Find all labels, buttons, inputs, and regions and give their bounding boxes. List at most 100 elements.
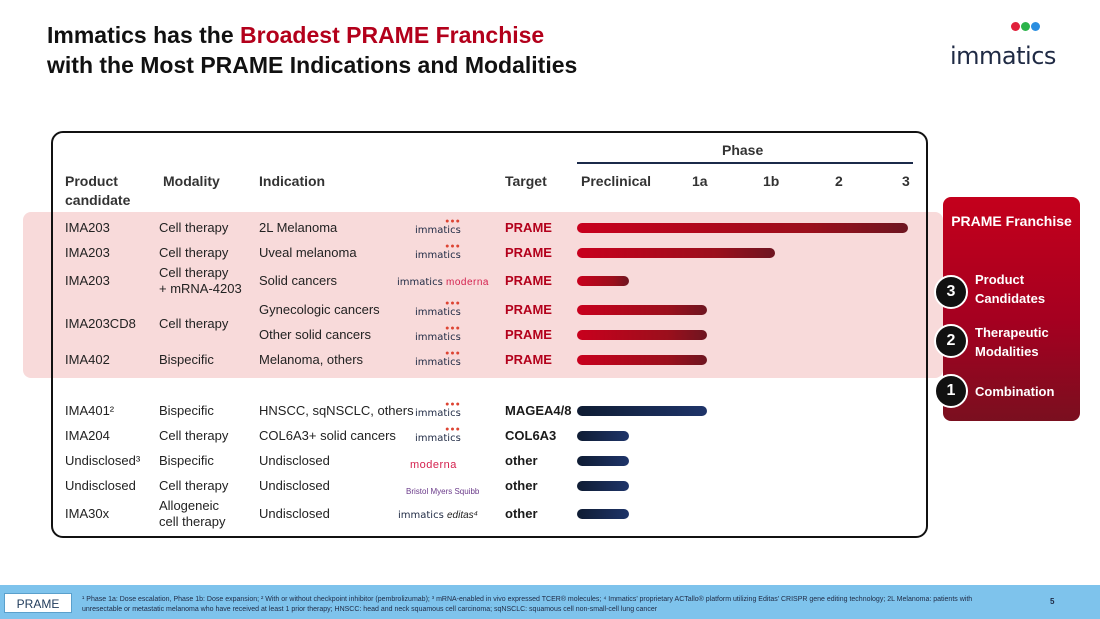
partner-immatics: immatics	[398, 510, 447, 521]
partner-dots-icon: ●●●	[445, 350, 461, 357]
phase-1b: 1b	[763, 173, 780, 189]
header-product: Product candidate	[65, 173, 131, 208]
franchise-title: PRAME Franchise	[951, 213, 1072, 229]
row-indication: HNSCC, sqNSCLC, others	[259, 403, 414, 418]
footer-bar: PRAME ¹ Phase 1a: Dose escalation, Phase…	[0, 585, 1100, 619]
title-prefix: Immatics has the	[47, 22, 241, 48]
phase-preclinical: Preclinical	[581, 173, 652, 189]
row-product: IMA203	[65, 273, 110, 288]
header-target: Target	[505, 173, 547, 189]
row-product: IMA203	[65, 220, 110, 235]
row-target: PRAME	[505, 245, 552, 260]
title-line2: with the Most PRAME Indications and Moda…	[47, 52, 578, 78]
row-phase-bar	[577, 481, 629, 491]
row-target: MAGEA4/8	[505, 403, 572, 418]
immatics-logo: immatics	[950, 22, 1070, 72]
row-indication: Uveal melanoma	[259, 245, 357, 260]
row-product: IMA30x	[65, 506, 110, 521]
row-modality: Cell therapy	[159, 316, 228, 332]
franchise-num-combination: 1	[934, 374, 968, 408]
partner-dots-icon: ●●●	[445, 300, 461, 307]
modality-line: Cell therapy	[159, 220, 229, 235]
row-indication: Solid cancers	[259, 273, 338, 288]
row-partner-logo: Bristol Myers Squibb	[406, 486, 479, 498]
title-highlight: Broadest PRAME Franchise	[240, 22, 545, 48]
row-modality: Cell therapy	[159, 220, 228, 236]
modality-line: cell therapy	[159, 514, 226, 529]
row-target: PRAME	[505, 273, 552, 288]
row-product: IMA402	[65, 352, 110, 367]
partner-immatics: immatics	[415, 307, 461, 318]
row-indication: Undisclosed	[259, 453, 330, 468]
franchise-label-candidates: Product Candidates	[975, 272, 1046, 306]
row-indication: Undisclosed	[259, 478, 330, 493]
row-modality: Bispecific	[159, 352, 214, 368]
row-modality: Cell therapy	[159, 428, 228, 444]
row-indication: 2L Melanoma	[259, 220, 338, 235]
partner-immatics: immatics	[415, 408, 461, 419]
row-modality: Allogeneic cell therapy	[159, 498, 225, 530]
page-number: 5	[1050, 597, 1055, 606]
row-product: IMA203CD8	[65, 316, 136, 331]
phase-3: 3	[902, 173, 910, 189]
pipeline-table	[51, 131, 928, 538]
row-partner-logo: moderna	[410, 459, 457, 472]
header-phase: Phase	[722, 142, 764, 158]
partner-immatics: immatics	[415, 433, 461, 444]
franchise-num-modalities: 2	[934, 324, 968, 358]
row-modality: Cell therapy + mRNA-4203	[159, 265, 242, 297]
modality-line: Cell therapy	[159, 428, 229, 443]
row-modality: Bispecific	[159, 453, 214, 469]
modality-line: Bispecific	[159, 453, 214, 468]
partner-bms: Bristol Myers Squibb	[406, 487, 480, 496]
partner-dots-icon: ●●●	[445, 426, 461, 433]
row-target: COL6A3	[505, 428, 557, 443]
row-target: other	[505, 453, 538, 468]
footer-notes: ¹ Phase 1a: Dose escalation, Phase 1b: D…	[82, 596, 973, 613]
row-target: PRAME	[505, 302, 552, 317]
row-phase-bar	[577, 355, 707, 365]
partner-immatics: immatics	[397, 277, 446, 288]
row-indication: COL6A3+ solid cancers	[259, 428, 396, 443]
partner-immatics: immatics	[415, 332, 461, 343]
row-target: PRAME	[505, 220, 552, 235]
row-phase-bar	[577, 305, 707, 315]
row-target: PRAME	[505, 327, 552, 342]
modality-line: Allogeneic	[159, 498, 219, 513]
row-product: IMA204	[65, 428, 110, 443]
partner-dots-icon: ●●●	[445, 243, 461, 250]
partner-editas: editas⁴	[446, 510, 478, 521]
partner-dots-icon: ●●●	[445, 218, 461, 225]
row-phase-bar	[577, 276, 629, 286]
row-modality: Bispecific	[159, 403, 214, 419]
row-target: other	[505, 506, 538, 521]
phase-divider	[577, 162, 913, 164]
row-indication: Undisclosed	[259, 506, 330, 521]
modality-line: Cell therapy	[159, 478, 229, 493]
row-phase-bar	[577, 248, 775, 258]
row-partner-logo: immatics editas⁴	[398, 510, 478, 522]
row-phase-bar	[577, 509, 629, 519]
row-partner-logo: ●●● immatics	[415, 243, 461, 262]
header-modality: Modality	[163, 173, 220, 189]
partner-moderna: moderna	[410, 459, 457, 471]
row-phase-bar	[577, 406, 707, 416]
row-indication: Gynecologic cancers	[259, 302, 380, 317]
row-partner-logo: ●●● immatics	[415, 401, 461, 420]
modality-line: Bispecific	[159, 352, 214, 367]
partner-immatics: immatics	[415, 357, 461, 368]
header-indication: Indication	[259, 173, 326, 189]
row-indication: Melanoma, others	[259, 352, 364, 367]
partner-immatics: immatics	[415, 250, 461, 261]
phase-2: 2	[835, 173, 843, 189]
row-target: PRAME	[505, 352, 552, 367]
modality-line: + mRNA-4203	[159, 281, 242, 296]
logo-word: immatics	[950, 42, 1056, 70]
footer-tag: PRAME	[4, 593, 72, 613]
row-phase-bar	[577, 330, 707, 340]
modality-line: Cell therapy	[159, 316, 229, 331]
partner-dots-icon: ●●●	[445, 325, 461, 332]
row-modality: Cell therapy	[159, 245, 228, 261]
row-product: IMA401²	[65, 403, 115, 418]
row-partner-logo: ●●● immatics	[415, 325, 461, 344]
